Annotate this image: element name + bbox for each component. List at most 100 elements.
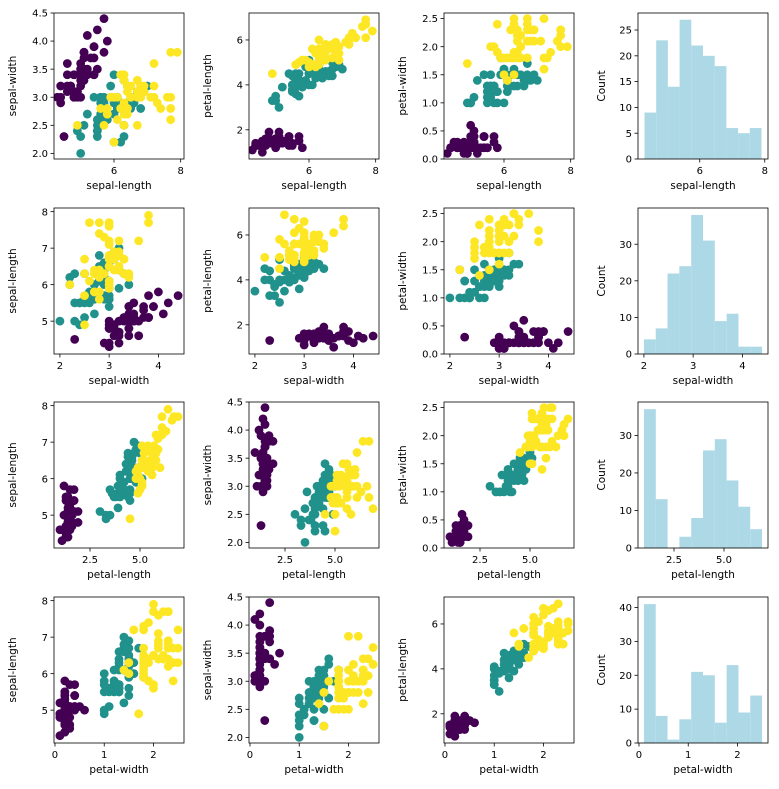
scatter-point-virginica bbox=[539, 64, 549, 74]
scatter-point-versicolor bbox=[113, 503, 123, 513]
scatter-point-virginica bbox=[541, 453, 551, 463]
y-tick-label: 2 bbox=[432, 709, 438, 720]
x-tick-label: 2 bbox=[641, 361, 647, 372]
scatter-point-virginica bbox=[484, 226, 494, 235]
x-axis-label: sepal-width bbox=[479, 375, 540, 387]
scatter-point-virginica bbox=[351, 33, 361, 43]
x-axis-label: petal-length bbox=[282, 569, 346, 581]
scatter-point-virginica bbox=[339, 221, 348, 231]
scatter-point-virginica bbox=[475, 270, 484, 280]
scatter-point-versicolor bbox=[274, 102, 284, 112]
scatter-point-virginica bbox=[516, 42, 526, 52]
scatter-point-virginica bbox=[173, 643, 183, 653]
scatter-point-versicolor bbox=[489, 680, 499, 689]
scatter-point-virginica bbox=[342, 476, 352, 486]
plot-area bbox=[643, 214, 763, 354]
scatter-point-virginica bbox=[509, 47, 519, 57]
scatter-point-setosa bbox=[368, 331, 378, 341]
scatter-point-virginica bbox=[85, 276, 94, 286]
scatter-point-setosa bbox=[61, 492, 71, 502]
histogram-bar bbox=[655, 499, 668, 548]
scatter-point-setosa bbox=[76, 75, 86, 85]
histogram-bar bbox=[691, 45, 703, 159]
scatter-point-virginica bbox=[330, 509, 340, 519]
scatter-point-versicolor bbox=[124, 280, 134, 290]
scatter-point-setosa bbox=[446, 143, 456, 153]
y-tick-label: 1.5 bbox=[422, 459, 438, 470]
scatter-point-setosa bbox=[104, 338, 114, 348]
y-tick-label: 0 bbox=[626, 155, 632, 166]
scatter-point-setosa bbox=[509, 338, 519, 348]
x-axis-label: sepal-width bbox=[89, 375, 150, 387]
scatter-point-setosa bbox=[99, 47, 109, 57]
scatter-point-virginica bbox=[509, 231, 519, 241]
scatter-point-virginica bbox=[289, 239, 299, 249]
scatter-point-virginica bbox=[352, 448, 362, 457]
scatter-point-virginica bbox=[353, 631, 363, 641]
scatter-point-versicolor bbox=[99, 669, 109, 679]
scatter-point-versicolor bbox=[79, 120, 89, 130]
plot-area bbox=[643, 604, 763, 743]
x-tick-label: 6 bbox=[306, 166, 312, 177]
scatter-point-virginica bbox=[144, 618, 153, 627]
x-tick-label: 3 bbox=[690, 361, 696, 372]
y-axis-label: petal-width bbox=[397, 56, 409, 115]
scatter-point-virginica bbox=[126, 92, 136, 102]
y-tick-label: 0 bbox=[626, 544, 632, 555]
scatter-point-virginica bbox=[280, 210, 289, 220]
scatter-point-versicolor bbox=[105, 485, 115, 494]
scatter-point-versicolor bbox=[504, 662, 514, 672]
scatter-point-versicolor bbox=[109, 70, 119, 80]
scatter-point-virginica bbox=[137, 477, 147, 487]
histogram-bar bbox=[749, 128, 762, 159]
x-axis-label: petal-length bbox=[671, 569, 735, 581]
scatter-point-setosa bbox=[466, 120, 476, 130]
scatter-point-setosa bbox=[519, 315, 529, 325]
scatter-point-virginica bbox=[358, 654, 368, 664]
scatter-point-versicolor bbox=[106, 81, 116, 91]
scatter-point-versicolor bbox=[497, 470, 507, 480]
scatter-point-versicolor bbox=[489, 81, 499, 91]
subplot-scatter-sepal-width-vs-petal-length: 2 3 4 2 4 6 sepal-width petal-length bbox=[202, 207, 380, 387]
histogram-bar bbox=[703, 675, 715, 743]
scatter-point-versicolor bbox=[124, 691, 134, 700]
histogram-bar bbox=[656, 40, 668, 159]
scatter-point-versicolor bbox=[80, 313, 89, 322]
scatter-point-setosa bbox=[139, 305, 149, 315]
scatter-point-virginica bbox=[536, 36, 546, 46]
scatter-point-virginica bbox=[163, 661, 173, 671]
y-tick-label: 4.5 bbox=[227, 398, 243, 409]
scatter-point-setosa bbox=[463, 521, 473, 530]
scatter-point-versicolor bbox=[489, 671, 499, 681]
x-axis-label: petal-width bbox=[89, 764, 148, 776]
scatter-point-virginica bbox=[334, 49, 344, 58]
scatter-point-virginica bbox=[104, 283, 114, 293]
scatter-point-virginica bbox=[134, 236, 144, 246]
scatter-point-setosa bbox=[65, 680, 75, 689]
y-axis-label: petal-length bbox=[202, 249, 214, 313]
scatter-point-virginica bbox=[344, 676, 353, 686]
scatter-point-setosa bbox=[62, 59, 72, 68]
scatter-point-setosa bbox=[163, 298, 173, 308]
x-tick-label: 1 bbox=[101, 750, 107, 761]
scatter-point-virginica bbox=[314, 35, 324, 45]
scatter-point-virginica bbox=[280, 239, 289, 249]
scatter-point-setosa bbox=[69, 70, 79, 80]
scatter-point-versicolor bbox=[522, 70, 532, 80]
scatter-point-virginica bbox=[284, 250, 294, 260]
x-tick-label: 5.0 bbox=[327, 555, 343, 566]
scatter-point-virginica bbox=[314, 699, 324, 709]
scatter-point-virginica bbox=[133, 488, 143, 498]
scatter-point-virginica bbox=[563, 414, 573, 424]
y-tick-label: 4.5 bbox=[227, 593, 243, 604]
x-tick-label: 2 bbox=[734, 750, 740, 761]
scatter-point-versicolor bbox=[277, 82, 287, 92]
scatter-point-setosa bbox=[250, 448, 260, 457]
plot-area bbox=[644, 409, 762, 548]
scatter-point-setosa bbox=[450, 711, 460, 721]
x-tick-label: 0 bbox=[636, 750, 642, 761]
scatter-point-versicolor bbox=[119, 698, 129, 708]
scatter-point-versicolor bbox=[460, 293, 470, 303]
y-tick-label: 4 bbox=[237, 275, 243, 286]
y-tick-label: 10 bbox=[619, 103, 632, 114]
